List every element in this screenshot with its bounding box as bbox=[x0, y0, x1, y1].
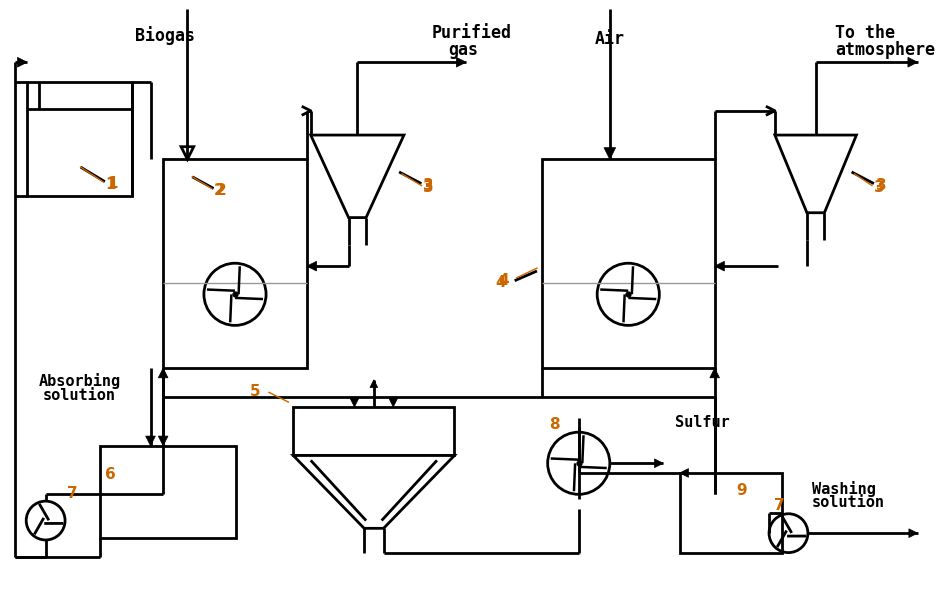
Bar bbox=[293, 407, 455, 456]
Text: 3: 3 bbox=[876, 178, 886, 193]
Text: Sulfur: Sulfur bbox=[675, 415, 729, 430]
Text: 5: 5 bbox=[249, 384, 261, 399]
Bar bbox=[164, 160, 307, 368]
Polygon shape bbox=[350, 397, 359, 407]
Polygon shape bbox=[654, 459, 663, 468]
Text: 4: 4 bbox=[498, 273, 509, 288]
Polygon shape bbox=[908, 57, 918, 67]
Bar bbox=[100, 446, 236, 538]
Polygon shape bbox=[909, 529, 918, 538]
Polygon shape bbox=[715, 261, 725, 271]
Polygon shape bbox=[17, 57, 28, 67]
Text: 2: 2 bbox=[214, 183, 224, 198]
Bar bbox=[28, 82, 132, 196]
Text: 7: 7 bbox=[774, 499, 785, 513]
Text: 1: 1 bbox=[105, 177, 115, 192]
Polygon shape bbox=[775, 135, 857, 213]
Polygon shape bbox=[709, 368, 720, 378]
Polygon shape bbox=[680, 468, 689, 477]
Text: 1: 1 bbox=[107, 176, 117, 191]
Text: 9: 9 bbox=[736, 483, 747, 498]
Text: gas: gas bbox=[449, 41, 478, 59]
Text: atmosphere: atmosphere bbox=[835, 41, 935, 59]
Text: Absorbing: Absorbing bbox=[39, 373, 121, 389]
Polygon shape bbox=[456, 57, 466, 67]
Polygon shape bbox=[311, 135, 404, 217]
Polygon shape bbox=[158, 436, 168, 446]
Text: solution: solution bbox=[43, 387, 116, 403]
Text: 6: 6 bbox=[105, 468, 116, 482]
Text: To the: To the bbox=[835, 24, 895, 43]
Polygon shape bbox=[604, 147, 615, 160]
Polygon shape bbox=[146, 436, 155, 446]
Text: 3: 3 bbox=[423, 178, 434, 193]
Text: solution: solution bbox=[812, 495, 884, 510]
Text: Air: Air bbox=[594, 30, 625, 48]
Text: 3: 3 bbox=[874, 180, 884, 195]
Text: 4: 4 bbox=[495, 275, 506, 290]
Polygon shape bbox=[370, 380, 378, 387]
Polygon shape bbox=[307, 261, 317, 271]
Text: 8: 8 bbox=[550, 417, 560, 432]
Text: Washing: Washing bbox=[812, 481, 876, 497]
Text: 2: 2 bbox=[216, 183, 226, 198]
Text: 3: 3 bbox=[423, 180, 434, 195]
Text: 7: 7 bbox=[67, 486, 78, 501]
Bar bbox=[542, 160, 715, 368]
Polygon shape bbox=[388, 397, 398, 407]
Bar bbox=[680, 473, 782, 552]
Polygon shape bbox=[158, 368, 168, 378]
Polygon shape bbox=[293, 456, 455, 529]
Text: Purified: Purified bbox=[432, 24, 512, 43]
Polygon shape bbox=[181, 147, 194, 160]
Text: Biogas: Biogas bbox=[135, 26, 195, 45]
